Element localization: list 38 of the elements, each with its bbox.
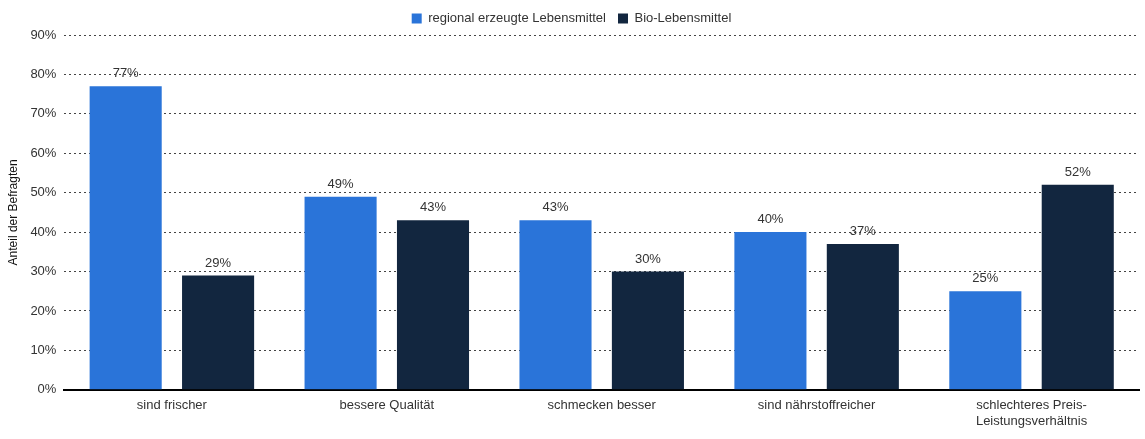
y-tick-label: 10% — [30, 341, 57, 357]
y-tick-label: 50% — [30, 184, 57, 200]
bar — [1041, 184, 1114, 390]
x-tick-label: schmecken besser — [547, 397, 657, 413]
bar — [949, 291, 1022, 390]
y-tick-label: 60% — [30, 144, 57, 160]
y-tick-label: 20% — [30, 302, 57, 318]
bar — [304, 196, 377, 390]
x-tick-label: sind nährstoffreicher — [757, 397, 877, 413]
data-label: 37% — [849, 223, 877, 239]
data-label: 29% — [205, 254, 232, 270]
data-label: 43% — [419, 199, 447, 215]
x-tick-label: sind frischer — [136, 397, 208, 413]
bar — [734, 232, 807, 390]
y-tick-label: 90% — [30, 26, 57, 42]
data-label: 40% — [757, 211, 784, 227]
data-label: 49% — [327, 175, 355, 191]
bar — [611, 271, 684, 390]
legend-label: regional erzeugte Lebensmittel — [428, 10, 607, 26]
bar — [182, 275, 255, 390]
y-tick-label: 0% — [37, 381, 57, 397]
data-label: 25% — [972, 270, 999, 286]
bar — [519, 220, 592, 390]
data-label: 77% — [112, 65, 140, 81]
x-tick-label: bessere Qualität — [339, 397, 435, 413]
bar — [396, 220, 470, 390]
y-tick-label: 70% — [30, 105, 57, 121]
data-label: 43% — [542, 199, 569, 215]
legend-label: Bio-Lebensmittel — [634, 10, 732, 26]
bar — [826, 243, 899, 390]
data-label: 30% — [634, 250, 662, 266]
y-axis-title: Anteil der Befragten — [5, 159, 20, 266]
x-tick-label: schlechteres Preis-Leistungsverhältnis — [975, 397, 1088, 428]
y-tick-label: 30% — [30, 263, 57, 279]
y-tick-label: 80% — [30, 66, 57, 81]
bar — [89, 86, 162, 390]
data-label: 52% — [1064, 163, 1092, 179]
y-tick-label: 40% — [30, 223, 57, 239]
